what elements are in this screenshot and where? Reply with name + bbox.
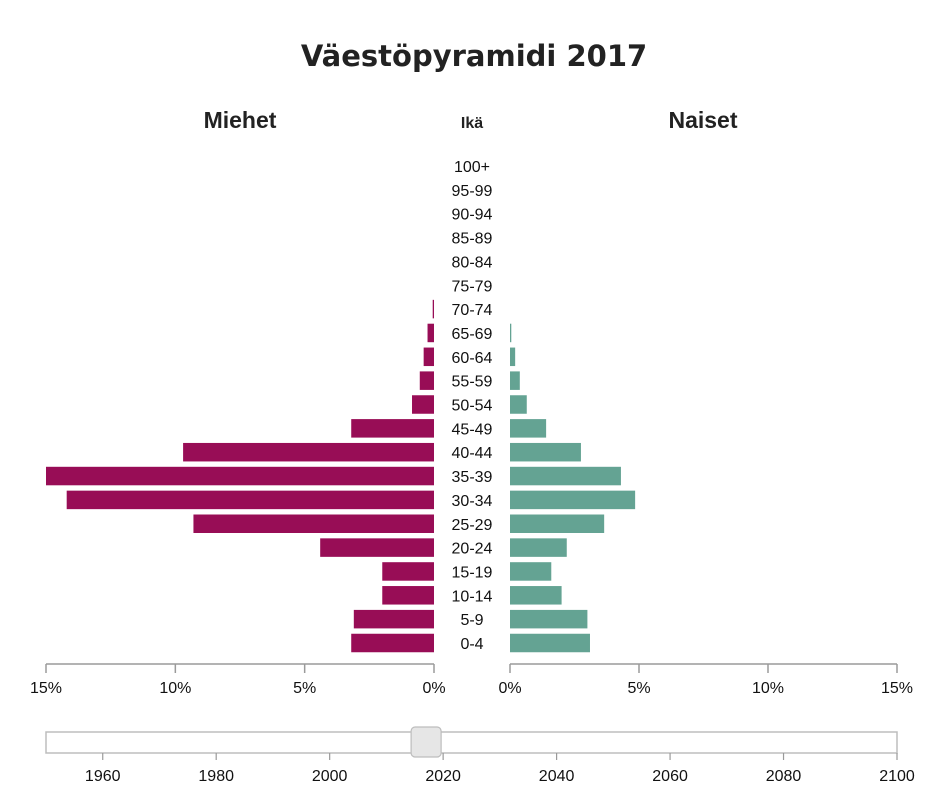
men-tick-label: 10% — [159, 680, 191, 697]
chart-title: Väestöpyramidi 2017 — [301, 39, 647, 73]
men-bar-65-69 — [427, 323, 434, 343]
women-bar-30-34 — [510, 490, 636, 510]
age-label-90-94: 90-94 — [452, 207, 493, 224]
women-bar-25-29 — [510, 514, 605, 533]
men-bar-70-74 — [432, 299, 434, 319]
age-label-35-39: 35-39 — [452, 469, 493, 486]
age-label-95-99: 95-99 — [452, 183, 493, 200]
age-label-45-49: 45-49 — [452, 421, 493, 438]
men-bar-15-19 — [382, 562, 434, 581]
women-bar-0-4 — [510, 633, 590, 653]
age-header: Ikä — [461, 115, 483, 132]
women-tick-label: 5% — [627, 680, 650, 697]
slider-tick-label: 2000 — [312, 768, 348, 785]
slider-tick-label: 1960 — [85, 768, 121, 785]
women-bar-50-54 — [510, 395, 527, 414]
men-bar-5-9 — [353, 609, 434, 629]
age-label-25-29: 25-29 — [452, 517, 493, 534]
women-bar-35-39 — [510, 466, 621, 486]
men-bars — [46, 299, 435, 653]
slider-axis: 1960 1980 2000 2020 2040 2060 2080 2100 — [85, 753, 915, 785]
slider-tick-label: 2080 — [766, 768, 802, 785]
age-label-20-24: 20-24 — [452, 541, 493, 558]
men-tick-label: 0% — [422, 680, 445, 697]
age-label-100+: 100+ — [454, 159, 490, 176]
men-bar-35-39 — [46, 466, 434, 486]
age-label-70-74: 70-74 — [452, 302, 493, 319]
age-labels: 0-4 5-9 10-14 15-19 20-24 25-29 30-34 35-39 40-4… — [452, 159, 493, 653]
age-label-55-59: 55-59 — [452, 374, 493, 391]
women-bars — [510, 323, 636, 653]
age-label-75-79: 75-79 — [452, 278, 493, 295]
women-x-axis: 0% 5% 10% 15% — [498, 663, 913, 697]
women-bar-55-59 — [510, 371, 520, 390]
age-label-30-34: 30-34 — [452, 493, 493, 510]
men-tick-label: 5% — [293, 680, 316, 697]
age-label-85-89: 85-89 — [452, 231, 493, 248]
men-label: Miehet — [204, 107, 277, 133]
age-label-60-64: 60-64 — [452, 350, 493, 367]
slider-handle[interactable] — [410, 726, 442, 758]
age-label-10-14: 10-14 — [452, 588, 493, 605]
slider-tick-label: 2040 — [539, 768, 575, 785]
men-bar-55-59 — [419, 371, 434, 390]
age-label-15-19: 15-19 — [452, 564, 493, 581]
men-bar-50-54 — [412, 395, 434, 414]
women-bar-40-44 — [510, 442, 581, 462]
age-label-65-69: 65-69 — [452, 326, 493, 343]
women-label: Naiset — [668, 107, 737, 133]
age-label-80-84: 80-84 — [452, 254, 493, 271]
women-bar-60-64 — [510, 347, 516, 367]
year-slider[interactable]: 1960 1980 2000 2020 2040 2060 2080 2100 — [45, 726, 915, 785]
age-label-50-54: 50-54 — [452, 398, 493, 415]
slider-tick-label: 2020 — [425, 768, 461, 785]
men-tick-label: 15% — [30, 680, 62, 697]
men-bar-25-29 — [193, 514, 434, 533]
women-bar-15-19 — [510, 562, 552, 581]
slider-tick-label: 2060 — [652, 768, 688, 785]
age-label-5-9: 5-9 — [460, 612, 483, 629]
slider-track[interactable] — [45, 731, 898, 754]
men-bar-60-64 — [423, 347, 434, 367]
age-label-40-44: 40-44 — [452, 445, 493, 462]
men-bar-45-49 — [351, 419, 434, 438]
men-bar-30-34 — [66, 490, 435, 510]
women-tick-label: 15% — [881, 680, 913, 697]
men-bar-0-4 — [351, 633, 434, 653]
men-bar-20-24 — [320, 538, 434, 557]
slider-tick-label: 1980 — [198, 768, 234, 785]
women-bar-5-9 — [510, 609, 588, 629]
men-bar-40-44 — [183, 442, 434, 462]
women-bar-10-14 — [510, 586, 562, 605]
men-x-axis: 0% 5% 10% 15% — [30, 663, 446, 697]
women-tick-label: 10% — [752, 680, 784, 697]
women-bar-20-24 — [510, 538, 567, 557]
women-bar-65-69 — [510, 323, 512, 343]
slider-tick-label: 2100 — [879, 768, 915, 785]
women-tick-label: 0% — [498, 680, 521, 697]
men-bar-10-14 — [382, 586, 434, 605]
age-label-0-4: 0-4 — [460, 636, 483, 653]
women-bar-45-49 — [510, 419, 547, 438]
